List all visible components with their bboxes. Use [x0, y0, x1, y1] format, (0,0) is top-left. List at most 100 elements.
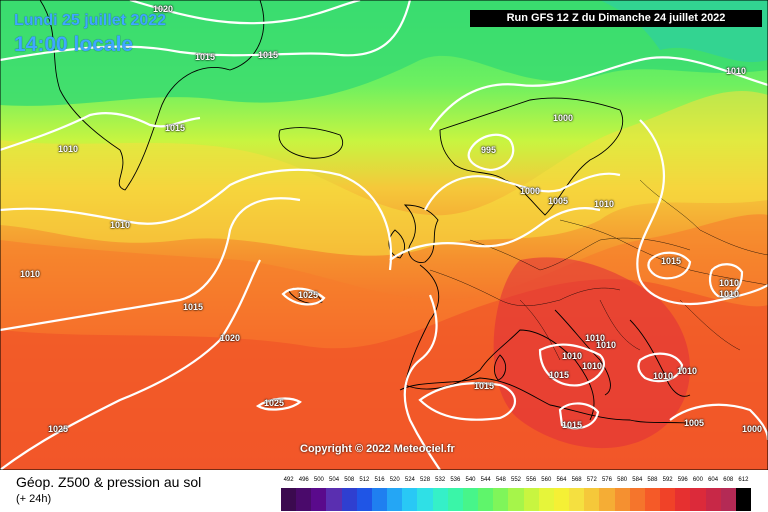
isobar-1010-east — [708, 263, 744, 298]
legend-label: 596 — [677, 477, 688, 483]
legend-swatch — [371, 488, 388, 511]
legend-label: 548 — [495, 477, 506, 483]
isobar-1015-russia — [647, 251, 692, 280]
isobar-1010-greenland — [0, 111, 201, 152]
legend-swatch — [432, 488, 449, 511]
legend-label: 516 — [374, 477, 385, 483]
legend-label: 568 — [571, 477, 582, 483]
legend-swatch — [387, 488, 403, 511]
legend-label: 612 — [738, 477, 749, 483]
legend-label: 500 — [313, 477, 324, 483]
isobar-1015-north — [0, 0, 412, 62]
isobar-1015-med — [418, 382, 517, 421]
legend-label: 540 — [465, 477, 476, 483]
sardinia-coast — [493, 354, 507, 381]
isobar-1015-libya — [558, 402, 600, 430]
chart-title: Géop. Z500 & pression au sol — [16, 474, 202, 490]
isobar-label: 1015 — [258, 50, 279, 60]
north-africa-coast — [399, 377, 701, 426]
legend-swatch — [326, 488, 343, 511]
isobar-label: 1010 — [582, 361, 603, 371]
legend-swatch — [462, 488, 479, 511]
legend-swatch — [296, 488, 312, 511]
legend-swatch — [402, 488, 418, 511]
legend-swatch — [584, 488, 600, 511]
legend-label: 592 — [662, 477, 673, 483]
isobar-1015-iberia — [403, 294, 441, 470]
legend-label: 556 — [526, 477, 537, 483]
legend-label: 512 — [359, 477, 370, 483]
legend-label: 564 — [556, 477, 567, 483]
forecast-hour: 14:00 locale — [14, 33, 134, 56]
legend-swatch — [720, 488, 737, 511]
coastlines — [39, 0, 701, 426]
legend-swatch — [644, 488, 661, 511]
isobar-label: 1010 — [20, 269, 41, 279]
legend-label: 600 — [692, 477, 703, 483]
legend-label: 584 — [632, 477, 643, 483]
run-label: Run GFS 12 Z du Dimanche 24 juillet 2022 — [470, 10, 762, 27]
greenland-coast — [39, 0, 265, 191]
legend-label: 508 — [344, 477, 355, 483]
isobar-label: 1000 — [553, 113, 574, 123]
legend-swatch — [356, 488, 373, 511]
legend-swatch — [447, 488, 464, 511]
isobar-label: 1010 — [58, 144, 79, 154]
isobar-label: 1000 — [742, 424, 763, 434]
isobar-label: 1010 — [110, 220, 131, 230]
isobar-label: 1015 — [549, 370, 570, 380]
isobar-1005-baltic — [389, 207, 601, 261]
legend-label: 604 — [708, 477, 719, 483]
isobar-1005-se — [669, 403, 768, 441]
western-europe-coast — [404, 264, 595, 421]
isobar-label: 1000 — [520, 186, 541, 196]
isobar-label: 1010 — [594, 199, 615, 209]
isobar-1000-north — [429, 56, 768, 131]
legend-swatch — [614, 488, 631, 511]
legend-label: 536 — [450, 477, 461, 483]
geopotential-field — [0, 0, 768, 470]
legend-swatch — [735, 488, 752, 511]
legend-swatch — [478, 488, 494, 511]
isobar-label: 1005 — [684, 418, 705, 428]
isobar-label: 1015 — [562, 420, 583, 430]
legend-label: 496 — [298, 477, 309, 483]
isobar-995-low — [467, 133, 515, 172]
legend-label: 552 — [510, 477, 522, 483]
isobar-label: 1015 — [195, 52, 216, 62]
legend-swatch — [311, 488, 327, 511]
isobar-label: 1010 — [653, 371, 674, 381]
isobar-label: 1025 — [298, 290, 319, 300]
isobar-label: 1010 — [596, 340, 617, 350]
legend-label: 544 — [480, 477, 491, 483]
legend-label: 560 — [541, 477, 552, 483]
isobar-1010-atlantic — [0, 168, 392, 271]
chart-subtitle: (+ 24h) — [16, 493, 52, 505]
legend-swatch — [417, 488, 434, 511]
legend-swatch — [599, 488, 616, 511]
balkans-coast — [629, 319, 691, 397]
isobar-label: 1010 — [562, 351, 583, 361]
legend-swatch — [629, 488, 646, 511]
legend-label: 524 — [404, 477, 415, 483]
legend-label: 588 — [647, 477, 658, 483]
isobar-label: 1025 — [48, 424, 69, 434]
isobar-label: 1020 — [153, 4, 174, 14]
legend-swatch — [341, 488, 358, 511]
legend-swatch — [553, 488, 570, 511]
isobar-label: 1020 — [220, 333, 241, 343]
isobar-1015-mid — [0, 197, 301, 332]
legend-swatch — [508, 488, 525, 511]
isobar-1020-mid — [0, 259, 261, 470]
band-yellow — [0, 90, 768, 256]
italy-coast — [554, 309, 611, 396]
isobar-label: 1015 — [661, 256, 682, 266]
legend-label: 572 — [586, 477, 597, 483]
isobar-lines — [0, 0, 768, 470]
weather-map: Lundi 25 juillet 2022 14:00 locale Run G… — [0, 0, 768, 470]
iceland-coast — [278, 127, 343, 159]
britain-coast — [403, 204, 439, 263]
isobar-1010-greece — [637, 352, 684, 383]
isobar-label: 1010 — [719, 278, 740, 288]
isobar-1020-top — [129, 0, 361, 25]
